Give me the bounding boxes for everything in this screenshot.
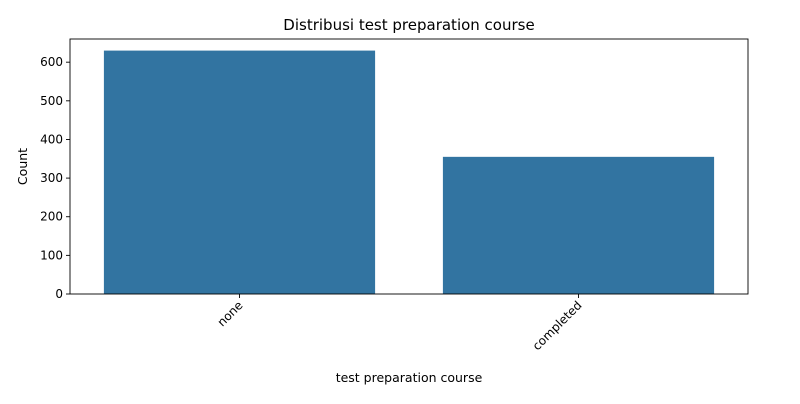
bar-completed [442, 156, 715, 294]
y-tick-label: 500 [40, 94, 63, 108]
y-axis-label: Count [15, 148, 30, 185]
y-tick-label: 600 [40, 55, 63, 69]
x-axis-label: test preparation course [336, 370, 483, 385]
plot-frame [69, 38, 749, 295]
chart-title: Distribusi test preparation course [283, 16, 534, 34]
y-tick-label: 0 [55, 287, 63, 301]
y-ticks-group: 0 100 200 300 400 500 600 [40, 55, 70, 301]
y-tick-label: 400 [40, 132, 63, 146]
y-tick-label: 300 [40, 171, 63, 185]
y-tick-label: 100 [40, 248, 63, 262]
bars-group [103, 50, 715, 294]
bar-none [103, 50, 376, 294]
y-tick-label: 200 [40, 210, 63, 224]
